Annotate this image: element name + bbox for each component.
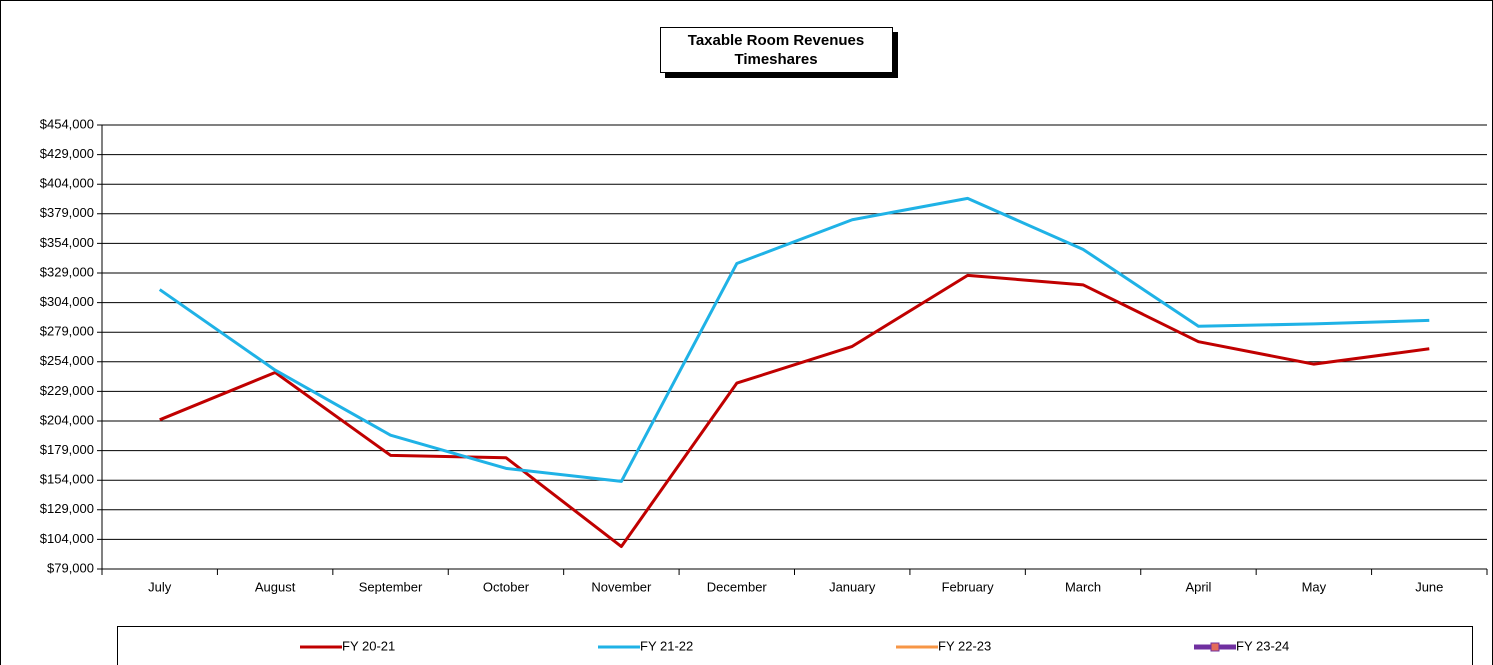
x-tick-label: December [707, 579, 768, 594]
y-tick-label: $154,000 [40, 472, 94, 487]
y-tick-label: $179,000 [40, 442, 94, 457]
x-tick-label: April [1185, 579, 1211, 594]
x-tick-label: January [829, 579, 876, 594]
y-tick-label: $79,000 [47, 560, 94, 575]
legend-label: FY 20-21 [342, 638, 395, 653]
y-tick-label: $329,000 [40, 264, 94, 279]
chart-subtitle: Timeshares [734, 51, 817, 68]
y-tick-label: $204,000 [40, 412, 94, 427]
x-tick-label: June [1415, 579, 1443, 594]
y-tick-label: $279,000 [40, 324, 94, 339]
y-tick-label: $229,000 [40, 383, 94, 398]
y-tick-label: $129,000 [40, 501, 94, 516]
legend-label: FY 23-24 [1236, 638, 1289, 653]
y-tick-label: $429,000 [40, 146, 94, 161]
chart-title: Taxable Room Revenues [688, 32, 864, 49]
x-tick-label: July [148, 579, 172, 594]
x-tick-label: September [359, 579, 423, 594]
legend-marker [1210, 642, 1220, 652]
y-tick-label: $379,000 [40, 205, 94, 220]
legend-box [117, 626, 1473, 665]
x-tick-label: March [1065, 579, 1101, 594]
legend-label: FY 21-22 [640, 638, 693, 653]
x-tick-label: May [1302, 579, 1327, 594]
y-tick-label: $304,000 [40, 294, 94, 309]
x-tick-label: August [255, 579, 296, 594]
x-tick-label: February [942, 579, 995, 594]
series-line [159, 273, 1430, 549]
title-box [660, 27, 893, 73]
x-tick-label: November [591, 579, 652, 594]
legend-label: FY 22-23 [938, 638, 991, 653]
y-tick-label: $104,000 [40, 531, 94, 546]
x-tick-label: October [483, 579, 530, 594]
y-tick-label: $254,000 [40, 353, 94, 368]
y-tick-label: $404,000 [40, 176, 94, 191]
series-line [158, 196, 1430, 483]
y-tick-label: $454,000 [40, 116, 94, 131]
y-tick-label: $354,000 [40, 235, 94, 250]
